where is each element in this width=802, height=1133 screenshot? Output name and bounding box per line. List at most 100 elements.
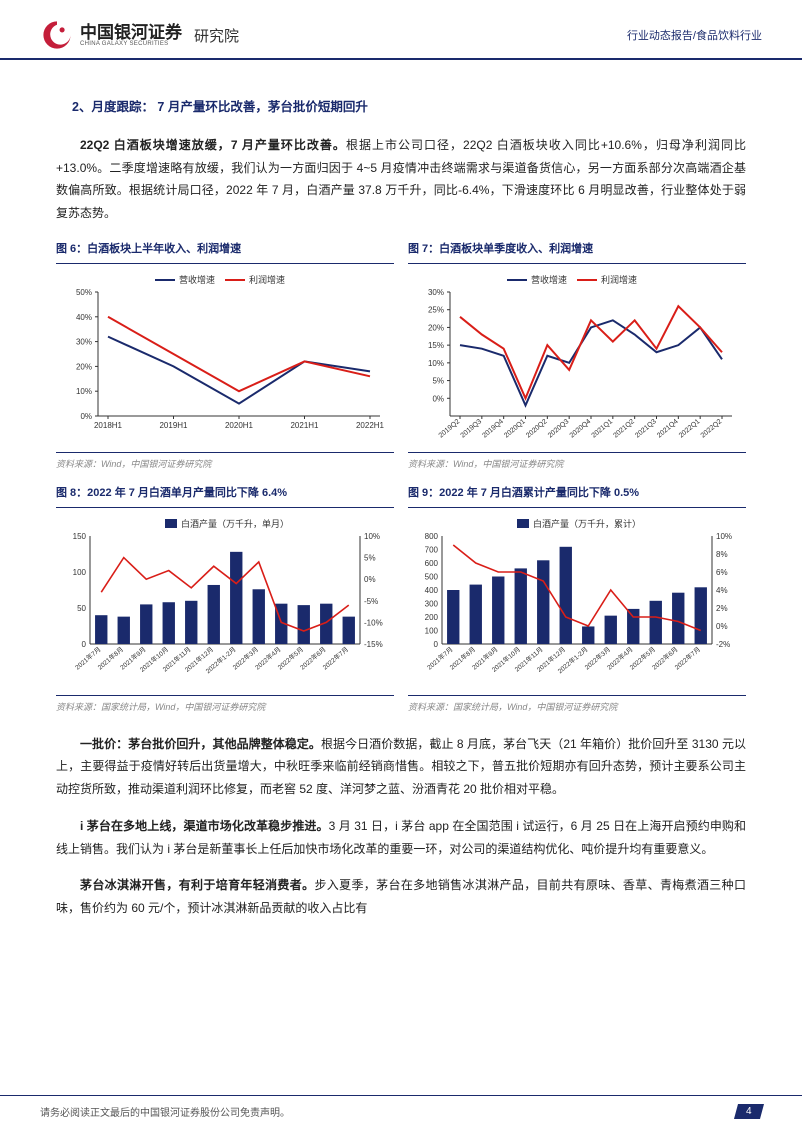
svg-text:2%: 2% [716,604,728,613]
chart8-col: 图 8：2022 年 7 月白酒单月产量同比下降 6.4% 白酒产量（万千升，单… [56,483,394,717]
paragraph-4: 茅台冰淇淋开售，有利于培育年轻消费者。步入夏季，茅台在多地销售冰淇淋产品，目前共… [56,874,746,920]
svg-text:2020Q2: 2020Q2 [525,418,549,439]
footer-disclaimer: 请务必阅读正文最后的中国银河证券股份公司免责声明。 [40,1104,290,1119]
charts-row-1: 图 6：白酒板块上半年收入、利润增速 营收增速 利润增速 0% 10% 20% 30% 40… [56,239,746,473]
svg-text:2018H1: 2018H1 [94,421,123,430]
svg-text:2019Q2: 2019Q2 [438,418,462,439]
chart6-source: 资料来源：Wind，中国银河证券研究院 [56,452,394,473]
chart9-title: 图 9：2022 年 7 月白酒累计产量同比下降 0.5% [408,483,746,508]
chart8-svg: 白酒产量（万千升，单月）050100150-15%-10%-5%0%5%10%2… [56,514,394,684]
svg-text:2020Q1: 2020Q1 [503,418,527,439]
svg-text:700: 700 [425,545,439,554]
svg-text:5%: 5% [364,553,376,562]
svg-text:6%: 6% [716,568,728,577]
svg-text:营收增速: 营收增速 [179,274,215,285]
svg-text:150: 150 [73,532,87,541]
svg-text:2021Q3: 2021Q3 [634,418,658,439]
chart7-source: 资料来源：Wind，中国银河证券研究院 [408,452,746,473]
p4-bold: 茅台冰淇淋开售，有利于培育年轻消费者。 [80,878,314,892]
svg-text:0: 0 [434,640,439,649]
svg-text:2021H1: 2021H1 [290,421,319,430]
svg-text:40%: 40% [76,313,92,322]
page-header: 中国银河证券 CHINA GALAXY SECURITIES 研究院 行业动态报… [0,0,802,60]
chart6-svg: 营收增速 利润增速 0% 10% 20% 30% 40% 50% 2018H1 2019H1 202… [56,270,394,440]
chart7-title: 图 7：白酒板块单季度收入、利润增速 [408,239,746,264]
chart7-svg: 营收增速利润增速0%5%10%15%20%25%30%2019Q22019Q32… [408,270,746,440]
logo-suffix: 研究院 [194,25,239,46]
svg-text:50%: 50% [76,288,92,297]
svg-text:10%: 10% [716,532,732,541]
svg-text:10%: 10% [364,532,380,541]
page-footer: 请务必阅读正文最后的中国银河证券股份公司免责声明。 4 [0,1095,802,1133]
svg-text:2020Q3: 2020Q3 [547,418,571,439]
chart7-col: 图 7：白酒板块单季度收入、利润增速 营收增速 利润增速 0% 5% 10% 15% 20%… [408,239,746,473]
svg-text:2019Q4: 2019Q4 [481,418,505,439]
chart8-title: 图 8：2022 年 7 月白酒单月产量同比下降 6.4% [56,483,394,508]
svg-text:2021Q1: 2021Q1 [591,418,615,439]
svg-text:50: 50 [77,604,86,613]
svg-text:-5%: -5% [364,596,378,605]
p2-bold: 一批价：茅台批价回升，其他品牌整体稳定。 [80,737,321,751]
page-number: 4 [734,1104,764,1119]
chart6-col: 图 6：白酒板块上半年收入、利润增速 营收增速 利润增速 0% 10% 20% 30% 40… [56,239,394,473]
chart9-source: 资料来源：国家统计局，Wind，中国银河证券研究院 [408,695,746,716]
chart6-title: 图 6：白酒板块上半年收入、利润增速 [56,239,394,264]
paragraph-3: i 茅台在多地上线，渠道市场化改革稳步推进。3 月 31 日，i 茅台 app … [56,815,746,861]
svg-text:0%: 0% [80,412,92,421]
svg-text:100: 100 [73,568,87,577]
svg-text:2020H1: 2020H1 [225,421,254,430]
svg-text:4%: 4% [716,586,728,595]
svg-text:300: 300 [425,599,439,608]
svg-text:100: 100 [425,626,439,635]
svg-text:10%: 10% [76,387,92,396]
svg-text:-10%: -10% [364,618,383,627]
svg-text:800: 800 [425,532,439,541]
svg-text:2022Q2: 2022Q2 [700,418,724,439]
svg-text:白酒产量（万千升，单月）: 白酒产量（万千升，单月） [181,518,289,529]
chart9-col: 图 9：2022 年 7 月白酒累计产量同比下降 0.5% 白酒产量（万千升，累… [408,483,746,717]
svg-text:500: 500 [425,572,439,581]
svg-text:400: 400 [425,586,439,595]
svg-text:利润增速: 利润增速 [601,274,637,285]
svg-text:2019H1: 2019H1 [159,421,188,430]
svg-text:0%: 0% [364,575,376,584]
content-body: 2、月度跟踪： 7 月产量环比改善，茅台批价短期回升 22Q2 白酒板块增速放缓… [0,60,802,920]
logo-text-en: CHINA GALAXY SECURITIES [80,41,182,47]
logo: 中国银河证券 CHINA GALAXY SECURITIES 研究院 [40,18,239,52]
svg-text:0%: 0% [432,394,444,403]
svg-text:0%: 0% [716,622,728,631]
svg-text:-15%: -15% [364,640,383,649]
svg-text:利润增速: 利润增速 [249,274,285,285]
svg-text:20%: 20% [428,323,444,332]
svg-text:5%: 5% [432,376,444,385]
paragraph-2: 一批价：茅台批价回升，其他品牌整体稳定。根据今日酒价数据，截止 8 月底，茅台飞… [56,733,746,801]
svg-text:200: 200 [425,613,439,622]
svg-text:2020Q4: 2020Q4 [569,418,593,439]
logo-text-cn: 中国银河证券 [80,24,182,41]
p1-bold: 22Q2 白酒板块增速放缓，7 月产量环比改善。 [80,138,346,152]
svg-text:600: 600 [425,559,439,568]
svg-text:20%: 20% [76,362,92,371]
paragraph-1: 22Q2 白酒板块增速放缓，7 月产量环比改善。根据上市公司口径，22Q2 白酒… [56,134,746,225]
svg-text:0: 0 [82,640,87,649]
svg-text:8%: 8% [716,550,728,559]
svg-text:2022H1: 2022H1 [356,421,385,430]
svg-text:营收增速: 营收增速 [531,274,567,285]
svg-text:2021Q4: 2021Q4 [656,418,680,439]
charts-row-2: 图 8：2022 年 7 月白酒单月产量同比下降 6.4% 白酒产量（万千升，单… [56,483,746,717]
svg-text:2022Q1: 2022Q1 [678,418,702,439]
svg-text:2019Q3: 2019Q3 [460,418,484,439]
svg-text:25%: 25% [428,306,444,315]
svg-text:-2%: -2% [716,640,730,649]
chart9-svg: 白酒产量（万千升，累计） 0 100 200 300 400 500 600 700 800 -2%… [408,514,746,684]
svg-text:30%: 30% [428,288,444,297]
section-title: 2、月度跟踪： 7 月产量环比改善，茅台批价短期回升 [72,96,746,120]
p3-bold: i 茅台在多地上线，渠道市场化改革稳步推进。 [80,819,329,833]
chart8-source: 资料来源：国家统计局，Wind，中国银河证券研究院 [56,695,394,716]
header-category: 行业动态报告/食品饮料行业 [627,27,762,43]
svg-text:10%: 10% [428,359,444,368]
logo-icon [40,18,74,52]
svg-text:30%: 30% [76,337,92,346]
svg-text:15%: 15% [428,341,444,350]
svg-text:白酒产量（万千升，累计）: 白酒产量（万千升，累计） [533,518,641,529]
